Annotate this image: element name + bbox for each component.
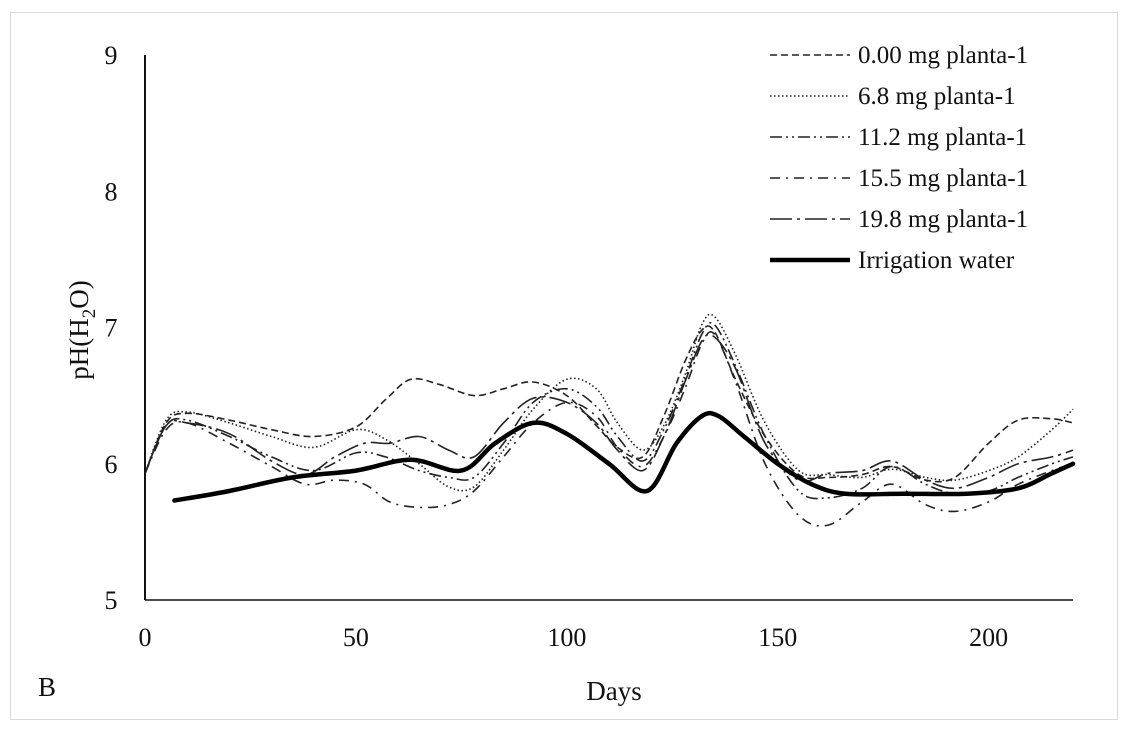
y-tick-label: 8 (105, 177, 118, 206)
legend: 0.00 mg planta-1 6.8 mg planta-1 11.2 mg p… (770, 42, 1028, 274)
panel-label: B (38, 672, 56, 702)
legend-label-6: Irrigation water (858, 247, 1015, 274)
legend-label-5: 19.8 mg planta-1 (858, 206, 1028, 233)
y-tick-label: 9 (105, 41, 118, 70)
ticks-layer: 5 6 7 8 9 0 50 100 150 200 (105, 41, 1009, 652)
x-tick-label: 200 (969, 623, 1008, 652)
y-axis-title-subscript: 2 (79, 309, 100, 319)
y-tick-label: 7 (105, 314, 118, 343)
legend-label-4: 15.5 mg planta-1 (858, 165, 1028, 192)
series-layer (144, 313, 1076, 527)
y-tick-label: 6 (105, 450, 118, 479)
chart-frame (10, 12, 1118, 720)
y-axis-title-part: pH(H (64, 318, 94, 380)
axes-layer (144, 55, 1073, 601)
y-tick-label: 5 (105, 586, 118, 615)
y-axis-title: pH(H2O) (64, 280, 100, 380)
y-axis-title-part: O) (64, 280, 94, 309)
series-line-3 (144, 322, 1074, 500)
x-axis-title: Days (586, 676, 642, 706)
series-line-5 (144, 333, 1074, 490)
series-line-6 (172, 410, 1076, 503)
legend-label-1: 0.00 mg planta-1 (858, 42, 1028, 69)
x-tick-label: 0 (139, 623, 152, 652)
series-line-1 (144, 325, 1074, 483)
x-tick-label: 50 (343, 623, 369, 652)
legend-label-2: 6.8 mg planta-1 (858, 83, 1016, 110)
x-tick-label: 100 (547, 623, 586, 652)
legend-label-3: 11.2 mg planta-1 (858, 124, 1027, 151)
series-line-4 (144, 331, 1074, 527)
x-tick-label: 150 (758, 623, 797, 652)
